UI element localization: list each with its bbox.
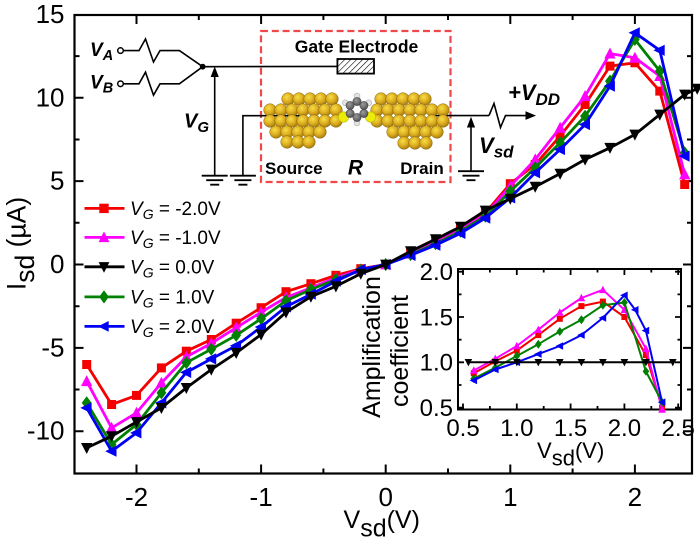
svg-text:1: 1 <box>503 482 517 512</box>
svg-text:1.5: 1.5 <box>554 415 587 442</box>
svg-text:0: 0 <box>50 249 64 279</box>
svg-text:2.5: 2.5 <box>662 415 695 442</box>
svg-text:2.0: 2.0 <box>608 415 641 442</box>
svg-text:VG = -1.0V: VG = -1.0V <box>130 228 221 251</box>
svg-text:Amplification: Amplification <box>358 276 386 418</box>
svg-text:0: 0 <box>378 482 392 512</box>
svg-text:Drain: Drain <box>400 159 443 178</box>
svg-text:VG = 0.0V: VG = 0.0V <box>130 257 215 280</box>
svg-text:Gate Electrode: Gate Electrode <box>295 37 419 57</box>
svg-text:5: 5 <box>50 166 64 196</box>
svg-text:0.5: 0.5 <box>420 395 453 422</box>
svg-text:VG = 1.0V: VG = 1.0V <box>130 287 215 310</box>
svg-text:R: R <box>348 157 364 180</box>
svg-text:-10: -10 <box>27 416 65 446</box>
svg-text:0.5: 0.5 <box>446 415 479 442</box>
svg-text:1.5: 1.5 <box>420 304 453 331</box>
svg-text:Source: Source <box>265 159 323 178</box>
svg-text:VG = 2.0V: VG = 2.0V <box>130 317 215 340</box>
svg-text:-5: -5 <box>41 332 64 362</box>
svg-text:15: 15 <box>36 0 65 29</box>
svg-text:10: 10 <box>36 82 65 112</box>
svg-text:1.0: 1.0 <box>420 350 453 377</box>
svg-text:VG = -2.0V: VG = -2.0V <box>130 199 221 222</box>
svg-text:1.0: 1.0 <box>500 415 533 442</box>
svg-text:coefficient: coefficient <box>386 295 414 407</box>
svg-text:2.0: 2.0 <box>420 259 453 286</box>
svg-text:-2: -2 <box>125 482 148 512</box>
svg-text:Vsd: Vsd <box>479 133 514 162</box>
svg-text:2: 2 <box>628 482 642 512</box>
svg-text:-1: -1 <box>250 482 273 512</box>
